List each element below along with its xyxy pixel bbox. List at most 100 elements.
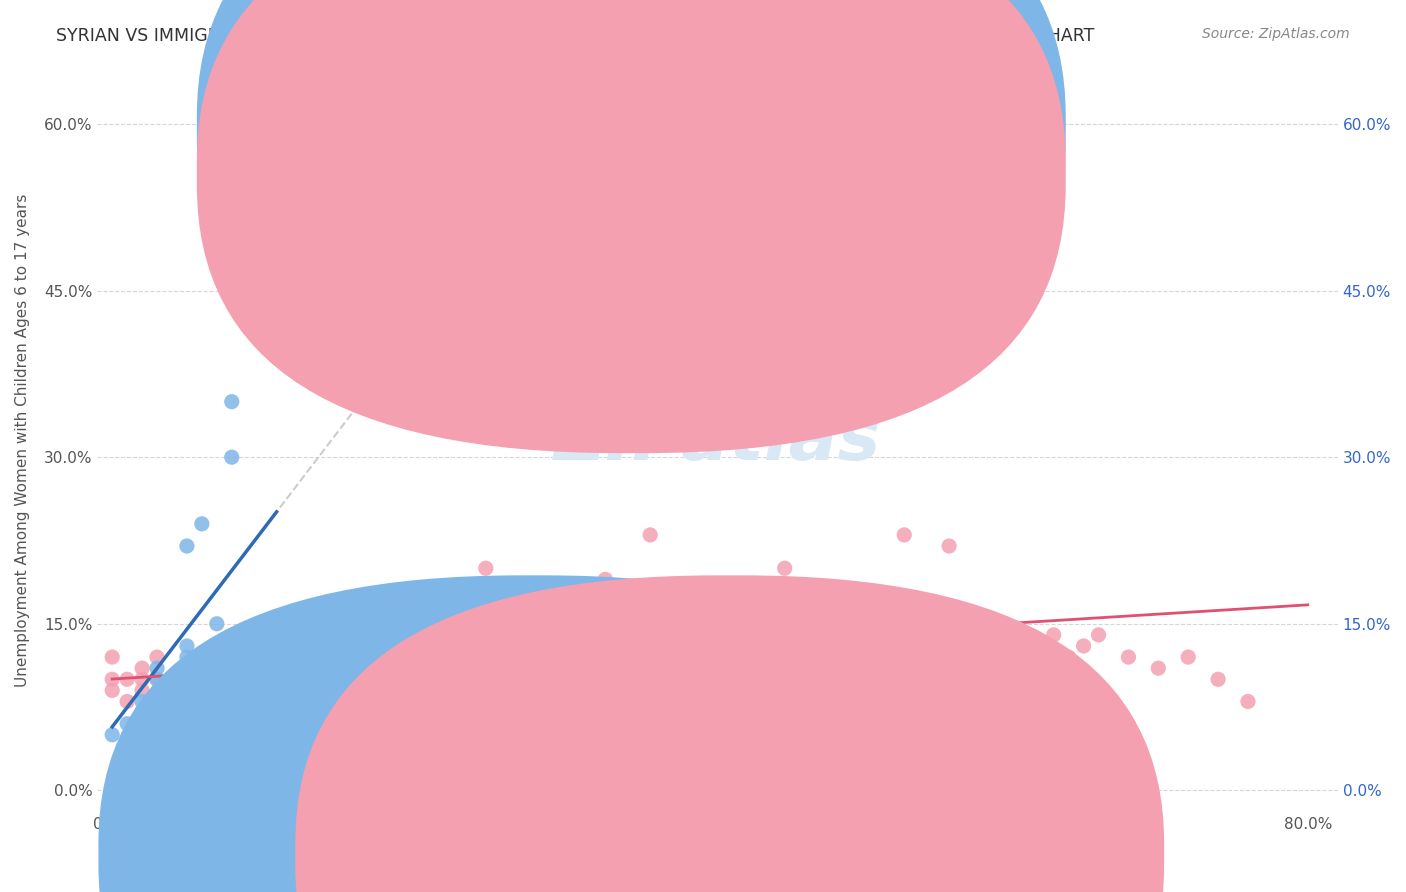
Point	[834, 628, 856, 642]
Point	[475, 561, 498, 575]
Point	[176, 539, 198, 553]
Point	[998, 650, 1021, 665]
Point	[803, 606, 825, 620]
Point	[370, 673, 392, 687]
Point	[519, 650, 541, 665]
Point	[325, 673, 347, 687]
Point	[131, 661, 153, 675]
Point	[235, 683, 257, 698]
Point	[221, 450, 243, 465]
Point	[983, 628, 1005, 642]
Point	[266, 694, 288, 708]
Point	[922, 606, 945, 620]
Point	[146, 661, 169, 675]
Point	[444, 661, 467, 675]
Point	[699, 606, 721, 620]
Point	[624, 616, 647, 631]
Point	[176, 683, 198, 698]
Point	[505, 616, 527, 631]
Point	[579, 673, 602, 687]
Point	[176, 673, 198, 687]
Point	[131, 694, 153, 708]
Point	[191, 683, 214, 698]
Point	[146, 673, 169, 687]
Point	[250, 772, 273, 787]
Point	[669, 616, 692, 631]
Text: R =: R =	[630, 120, 671, 138]
Point	[1177, 650, 1199, 665]
Text: -0.055: -0.055	[703, 165, 756, 183]
Text: N =: N =	[766, 120, 797, 138]
Point	[1237, 694, 1260, 708]
Point	[728, 616, 751, 631]
Point	[131, 706, 153, 720]
Point	[295, 673, 318, 687]
Text: 134: 134	[818, 165, 851, 183]
Point	[250, 673, 273, 687]
Point	[908, 616, 931, 631]
Point	[160, 673, 183, 687]
Point	[191, 694, 214, 708]
Point	[938, 539, 960, 553]
Point	[131, 673, 153, 687]
Point	[683, 628, 706, 642]
Point	[205, 673, 228, 687]
Point	[818, 384, 841, 398]
Point	[235, 261, 257, 276]
Point	[115, 673, 138, 687]
Point	[160, 683, 183, 698]
Point	[311, 650, 333, 665]
Point	[1087, 628, 1109, 642]
Text: 0.366: 0.366	[703, 120, 751, 138]
Point	[205, 616, 228, 631]
Point	[146, 694, 169, 708]
Point	[101, 673, 124, 687]
Point	[115, 716, 138, 731]
Point	[280, 683, 302, 698]
Point	[1206, 673, 1229, 687]
Point	[146, 673, 169, 687]
Point	[1073, 639, 1095, 653]
Point	[550, 628, 572, 642]
Point	[489, 673, 512, 687]
Point	[205, 694, 228, 708]
Text: SYRIAN VS IMMIGRANTS UNEMPLOYMENT AMONG WOMEN WITH CHILDREN AGES 6 TO 17 YEARS C: SYRIAN VS IMMIGRANTS UNEMPLOYMENT AMONG …	[56, 27, 1095, 45]
Text: Syrians: Syrians	[551, 845, 607, 859]
Point	[146, 650, 169, 665]
Point	[1012, 639, 1035, 653]
Point	[176, 661, 198, 675]
Point	[354, 683, 377, 698]
Point	[101, 728, 124, 742]
Point	[385, 650, 408, 665]
Point	[176, 650, 198, 665]
Point	[848, 639, 870, 653]
Text: R =: R =	[630, 165, 671, 183]
Point	[1147, 661, 1170, 675]
Point	[595, 572, 617, 586]
Point	[221, 683, 243, 698]
Point	[160, 694, 183, 708]
Point	[893, 528, 915, 542]
Text: 20: 20	[818, 120, 839, 138]
Text: ZIPatlas: ZIPatlas	[554, 406, 882, 475]
Point	[460, 650, 482, 665]
Point	[131, 683, 153, 698]
Point	[191, 516, 214, 531]
Y-axis label: Unemployment Among Women with Children Ages 6 to 17 years: Unemployment Among Women with Children A…	[15, 194, 30, 687]
Point	[176, 661, 198, 675]
Point	[340, 661, 363, 675]
Point	[1118, 650, 1140, 665]
Point	[101, 650, 124, 665]
Point	[1057, 650, 1080, 665]
Text: Source: ZipAtlas.com: Source: ZipAtlas.com	[1202, 27, 1350, 41]
Point	[638, 528, 661, 542]
Point	[399, 694, 422, 708]
Point	[266, 694, 288, 708]
Point	[789, 616, 811, 631]
Point	[1028, 661, 1050, 675]
Point	[773, 561, 796, 575]
Point	[115, 694, 138, 708]
Point	[609, 628, 631, 642]
Point	[160, 683, 183, 698]
Point	[430, 639, 453, 653]
